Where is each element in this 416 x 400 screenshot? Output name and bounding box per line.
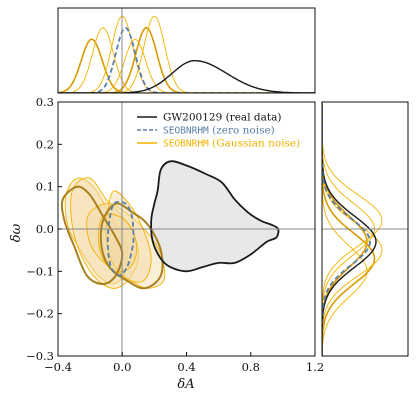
x-tick-label: 0.0 bbox=[113, 360, 131, 374]
gaussian-noise-highlight-contour bbox=[99, 202, 164, 290]
zero-noise-contour bbox=[106, 200, 135, 277]
y-axis: −0.3 −0.2 −0.1 0.0 0.1 0.2 0.3 bbox=[26, 95, 62, 363]
gaussian-noise-contour bbox=[105, 190, 152, 283]
gaussian-noise-contour bbox=[64, 177, 129, 285]
legend-label: SEOBNRHM (zero noise) bbox=[163, 125, 275, 137]
y-tick-label: −0.3 bbox=[26, 349, 54, 363]
real-data-contour-fill bbox=[151, 161, 279, 272]
y-tick-label: 0.2 bbox=[36, 137, 54, 151]
y-tick-label: 0.3 bbox=[36, 95, 54, 109]
legend: GW200129 (real data)SEOBNRHM (zero noise… bbox=[137, 112, 300, 150]
zero-noise-x-marginal bbox=[58, 27, 315, 93]
legend-label: SEOBNRHM (Gaussian noise) bbox=[163, 138, 300, 150]
x-tick-label: 0.8 bbox=[242, 360, 260, 374]
y-tick-label: −0.2 bbox=[26, 307, 54, 321]
right-marginal-panel bbox=[321, 101, 409, 357]
gaussian-noise-x-marginal bbox=[58, 15, 315, 93]
y-tick-label: 0.0 bbox=[36, 222, 54, 236]
x-tick-label: −0.4 bbox=[44, 360, 72, 374]
x-axis: −0.4 0.0 0.4 0.8 1.2 bbox=[44, 352, 324, 374]
gaussian-noise-x-marginal bbox=[58, 38, 315, 93]
main-panel: −0.4 0.0 0.4 0.8 1.2 −0.3 −0.2 −0.1 0.0 0.1 0.2 0.… bbox=[9, 95, 324, 392]
gaussian-noise-highlight-contour bbox=[60, 185, 124, 286]
legend-label: GW200129 (real data) bbox=[163, 112, 281, 124]
x-tick-label: 1.2 bbox=[306, 360, 324, 374]
y-tick-label: −0.1 bbox=[26, 264, 54, 278]
real-data-x-marginal bbox=[58, 60, 315, 93]
y-tick-label: 0.1 bbox=[36, 180, 54, 194]
x-axis-title: δA bbox=[177, 377, 194, 392]
x-tick-label: 0.4 bbox=[177, 360, 195, 374]
real-data-contour bbox=[150, 160, 280, 273]
gaussian-noise-x-marginal bbox=[58, 15, 315, 93]
gaussian-noise-x-marginal bbox=[58, 38, 315, 93]
gaussian-noise-x-marginal bbox=[58, 26, 315, 93]
y-axis-title: δω bbox=[9, 223, 24, 242]
top-marginal-panel bbox=[57, 7, 316, 94]
